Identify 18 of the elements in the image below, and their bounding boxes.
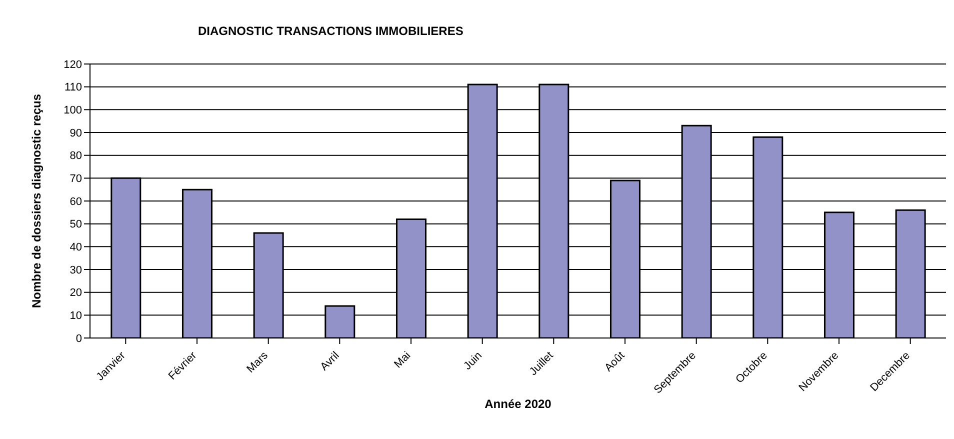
y-tick-label: 80 (70, 150, 82, 162)
y-tick-label: 30 (70, 264, 82, 276)
x-axis-title: Année 2020 (484, 397, 552, 411)
y-tick-label: 100 (64, 104, 82, 117)
y-tick-label: 10 (70, 310, 82, 322)
y-tick-label: 70 (70, 173, 82, 186)
y-tick-label: 0 (76, 332, 82, 345)
y-tick-label: 60 (70, 196, 82, 208)
y-tick-label: 90 (70, 127, 82, 140)
y-axis-title: Nombre de dossiers diagnostic reçus (29, 94, 44, 308)
chart-title: DIAGNOSTIC TRANSACTIONS IMMOBILIERES (198, 24, 464, 38)
x-tick-label: Mai (392, 350, 414, 371)
y-tick-label: 110 (64, 82, 82, 94)
y-tick-label: 120 (64, 58, 82, 71)
y-tick-label: 50 (70, 218, 82, 231)
y-tick-label: 20 (70, 287, 82, 300)
y-tick-label: 40 (70, 242, 82, 254)
x-tick-label: Juin (462, 350, 484, 372)
